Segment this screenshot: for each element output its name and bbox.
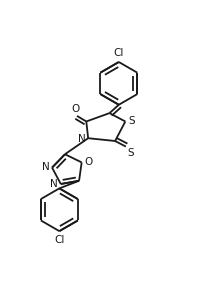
Text: Cl: Cl bbox=[54, 235, 64, 245]
Text: Cl: Cl bbox=[114, 48, 124, 58]
Text: S: S bbox=[128, 148, 134, 158]
Text: N: N bbox=[50, 179, 58, 189]
Text: O: O bbox=[84, 158, 93, 167]
Text: N: N bbox=[78, 134, 86, 144]
Text: N: N bbox=[42, 162, 49, 172]
Text: O: O bbox=[71, 104, 80, 114]
Text: S: S bbox=[128, 116, 135, 126]
